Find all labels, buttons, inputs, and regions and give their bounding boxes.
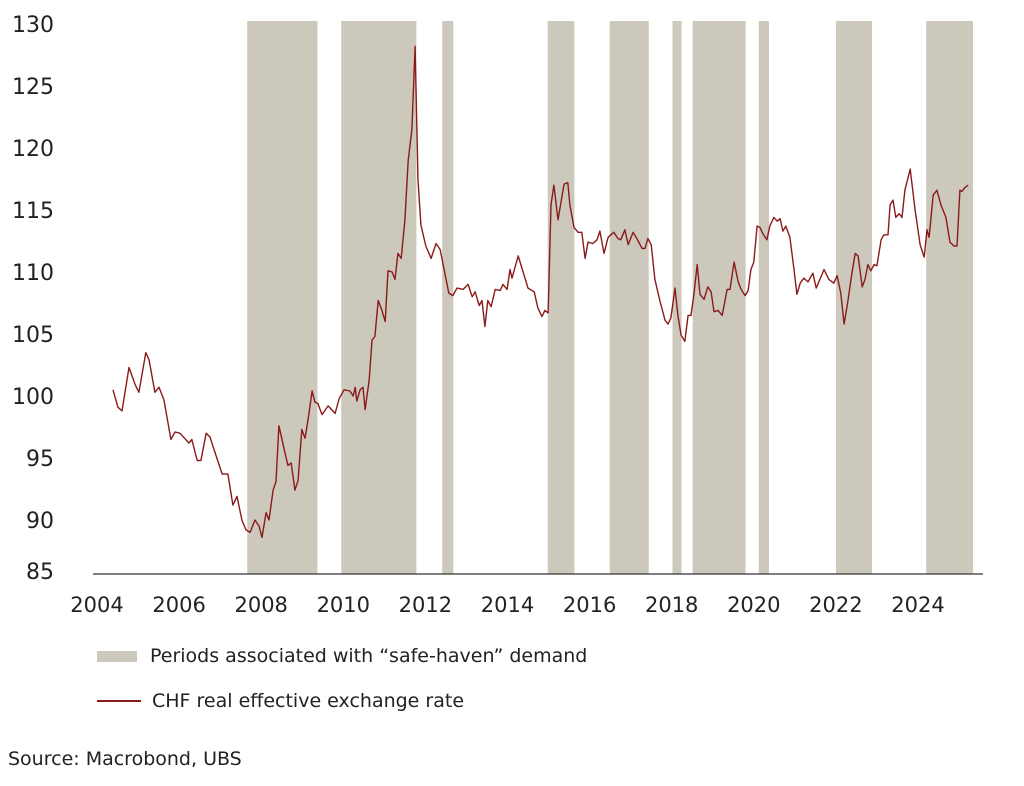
safe-haven-band	[692, 21, 746, 574]
safe-haven-band	[926, 21, 974, 574]
safe-haven-band	[341, 21, 417, 574]
safe-haven-bands	[247, 21, 974, 574]
y-tick-label: 130	[12, 13, 54, 38]
x-tick-label: 2010	[317, 593, 370, 617]
source-note: Source: Macrobond, UBS	[8, 748, 242, 770]
x-tick-label: 2004	[70, 593, 123, 617]
x-tick-label: 2014	[481, 593, 534, 617]
legend-item-safe-haven: Periods associated with “safe-haven” dem…	[97, 645, 587, 667]
legend-band-swatch	[97, 650, 137, 662]
x-tick-label: 2022	[809, 593, 862, 617]
safe-haven-band	[442, 21, 454, 574]
y-tick-label: 115	[12, 199, 54, 224]
y-tick-label: 85	[26, 560, 54, 585]
x-tick-label: 2012	[399, 593, 452, 617]
legend-label-safe-haven: Periods associated with “safe-haven” dem…	[150, 645, 588, 667]
safe-haven-band	[758, 21, 769, 574]
x-tick-label: 2008	[234, 593, 287, 617]
y-tick-label: 125	[12, 75, 54, 100]
x-axis-ticks: 2004 2006 2008 2010 2012 2014 2016 2018 2020 2022…	[70, 593, 944, 617]
safe-haven-band	[247, 21, 318, 574]
x-tick-label: 2020	[727, 593, 780, 617]
y-tick-label: 100	[12, 385, 54, 410]
x-tick-label: 2018	[645, 593, 698, 617]
x-tick-label: 2024	[891, 593, 944, 617]
y-tick-label: 95	[26, 447, 54, 472]
chart: 85 90 95 100 105 110 115 120 125 130 2004 2006 2008…	[12, 13, 983, 617]
legend-label-reer: CHF real effective exchange rate	[152, 690, 465, 712]
y-axis-ticks: 85 90 95 100 105 110 115 120 125 130	[12, 13, 54, 585]
y-tick-label: 110	[12, 261, 54, 286]
legend-item-reer: CHF real effective exchange rate	[97, 690, 464, 712]
x-tick-label: 2016	[563, 593, 616, 617]
legend-line-swatch	[97, 700, 141, 702]
chf-reer-line	[112, 45, 969, 539]
y-tick-label: 90	[26, 509, 54, 534]
safe-haven-band	[547, 21, 575, 574]
safe-haven-band	[672, 21, 682, 574]
y-tick-label: 120	[12, 137, 54, 162]
y-tick-label: 105	[12, 323, 54, 348]
safe-haven-band	[609, 21, 649, 574]
x-tick-label: 2006	[152, 593, 205, 617]
